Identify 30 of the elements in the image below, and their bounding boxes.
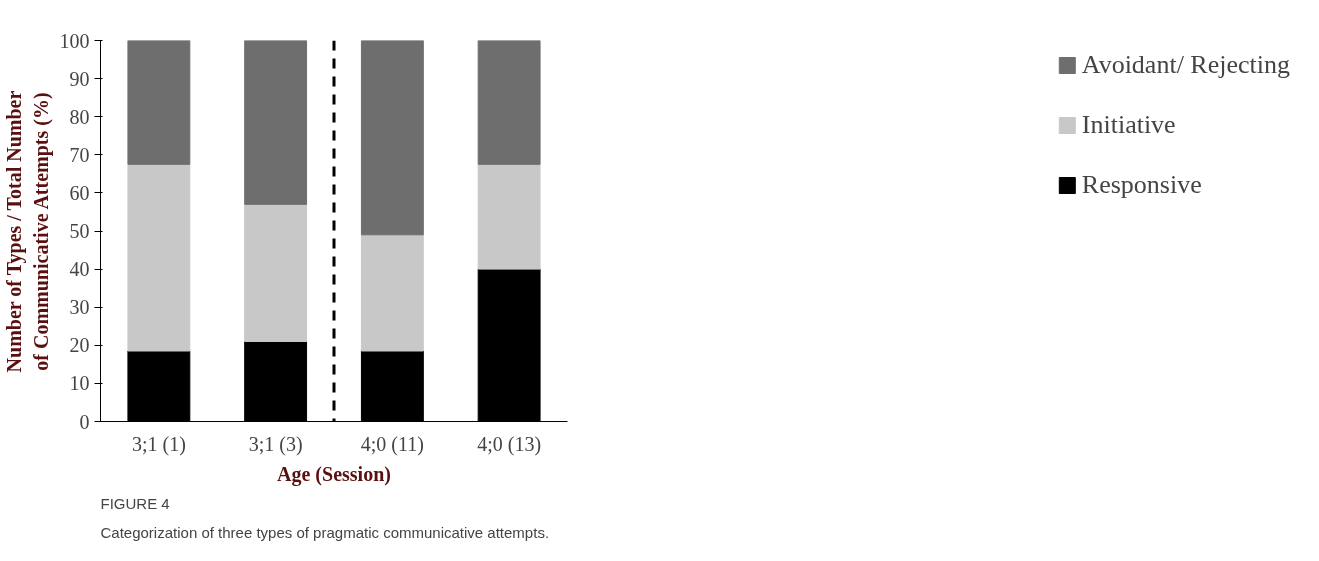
y-tick-label: 10 xyxy=(69,372,90,395)
y-tick-label: 20 xyxy=(69,334,90,357)
x-tick-label: 3;1 (3) xyxy=(248,432,303,456)
bar xyxy=(244,203,308,342)
bar xyxy=(360,234,424,352)
legend-label: Responsive xyxy=(1081,170,1202,200)
bar xyxy=(244,40,308,205)
bar xyxy=(127,163,191,352)
x-tick-label: 3;1 (1) xyxy=(131,432,186,456)
y-tick-label: 60 xyxy=(69,181,90,204)
x-tick-label: 4;0 (11) xyxy=(360,432,424,456)
y-tick-label: 0 xyxy=(79,410,90,433)
y-tick-label: 100 xyxy=(59,29,90,52)
y-tick-label: 70 xyxy=(69,143,90,166)
x-tick-label: 4;0 (13) xyxy=(477,432,542,456)
caption: FIGURE 4 xyxy=(100,494,170,512)
bar xyxy=(477,40,541,165)
legend-label: Initiative xyxy=(1081,110,1176,140)
bar xyxy=(477,163,541,270)
y-tick-label: 40 xyxy=(69,258,90,281)
text: Categorization of three types of pragmatic communicative attempts. xyxy=(100,523,550,541)
bar xyxy=(127,40,191,165)
y-tick-label: 80 xyxy=(69,105,90,128)
y-axis-title: Number of Types / Total Number of Communicative Attempts (%) xyxy=(3,90,53,373)
y-tick-label: 30 xyxy=(69,296,90,319)
y-tick-label: 90 xyxy=(69,67,90,90)
y-tick-label: 50 xyxy=(69,220,90,242)
legend-label: Avoidant/ Rejecting xyxy=(1081,50,1290,80)
bar xyxy=(360,40,424,236)
x-axis-title: Age (Session) xyxy=(277,462,391,486)
